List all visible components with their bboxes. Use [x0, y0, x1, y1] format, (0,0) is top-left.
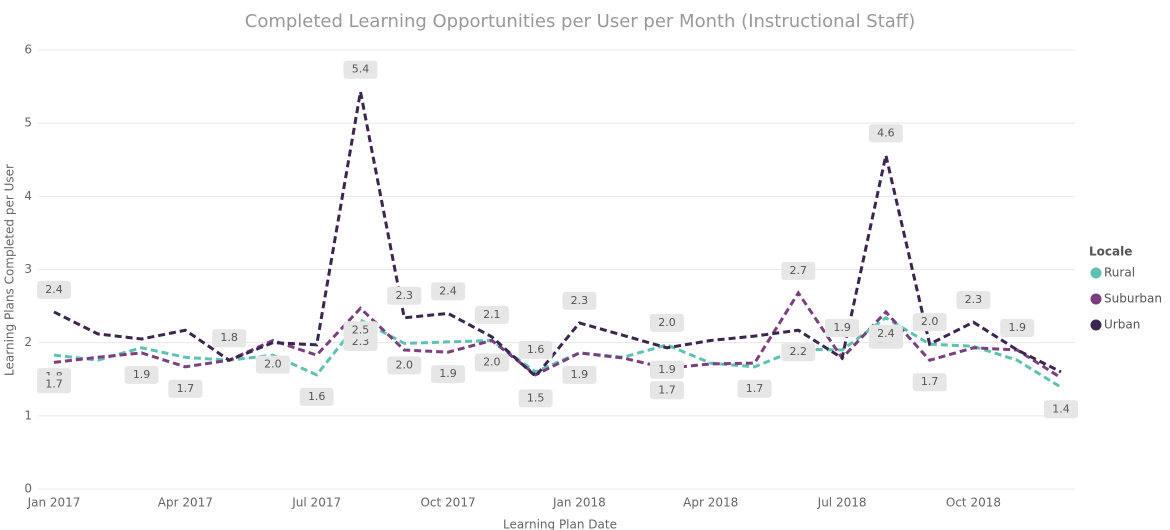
data-label: 1.7	[177, 382, 195, 395]
data-label: 4.6	[877, 126, 895, 139]
legend-label: Rural	[1104, 266, 1135, 280]
data-label: 1.9	[833, 321, 851, 334]
label-box	[868, 324, 903, 343]
data-label: 2.0	[921, 315, 939, 328]
label-box	[781, 343, 816, 362]
label-box	[474, 305, 509, 324]
y-tick-label: 3	[24, 262, 32, 276]
legend-marker	[1090, 319, 1102, 331]
data-label: 2.7	[790, 264, 808, 277]
y-tick-label: 1	[24, 408, 32, 422]
label-box	[124, 365, 159, 384]
label-box	[649, 381, 684, 400]
series-line	[53, 315, 1062, 389]
data-label: 1.6	[527, 343, 545, 356]
y-tick-label: 0	[24, 482, 32, 496]
y-axis-label: Learning Plans Completed per User	[3, 164, 17, 376]
label-box	[343, 321, 378, 340]
data-label: 1.7	[921, 375, 939, 388]
data-label: 1.9	[133, 368, 151, 381]
data-label: 2.5	[352, 323, 370, 336]
label-box	[299, 387, 334, 406]
label-box	[343, 60, 378, 79]
label-box	[1044, 400, 1078, 419]
data-label: 2.3	[396, 289, 414, 302]
data-label: 1.5	[527, 391, 545, 404]
data-label: 1.8	[220, 331, 238, 344]
x-tick-label: Apr 2018	[683, 496, 738, 510]
y-tick-label: 4	[24, 189, 32, 203]
data-label: 2.4	[45, 283, 63, 296]
data-label: 2.2	[790, 345, 808, 358]
data-label: 2.1	[483, 308, 501, 321]
y-tick-label: 2	[24, 335, 32, 349]
label-box	[737, 379, 772, 398]
label-box	[825, 318, 860, 337]
label-box	[255, 355, 290, 374]
label-box	[518, 340, 553, 359]
label-box	[37, 280, 71, 299]
label-box	[781, 261, 816, 280]
x-tick-label: Oct 2017	[420, 496, 475, 510]
data-label: 2.3	[571, 294, 589, 307]
label-box	[562, 291, 597, 310]
label-box	[649, 313, 684, 332]
label-box	[912, 373, 947, 392]
x-tick-label: Jul 2017	[291, 496, 341, 510]
label-box	[1000, 318, 1035, 337]
label-box	[956, 291, 991, 310]
data-label: 1.6	[308, 390, 326, 403]
legend-title: Locale	[1089, 245, 1132, 259]
series-line	[53, 91, 1062, 379]
label-box	[387, 356, 422, 375]
x-tick-label: Apr 2017	[158, 496, 213, 510]
label-box	[474, 353, 509, 372]
label-box	[868, 124, 903, 143]
data-label: 1.9	[1008, 321, 1026, 334]
legend-marker	[1090, 267, 1102, 279]
y-tick-label: 5	[24, 116, 32, 130]
label-box	[168, 379, 203, 398]
x-tick-label: Jan 2018	[552, 496, 606, 510]
chart-title: Completed Learning Opportunities per Use…	[245, 11, 915, 32]
label-box	[431, 365, 466, 384]
y-tick-label: 6	[24, 43, 32, 57]
data-label: 2.0	[396, 358, 414, 371]
data-label: 5.4	[352, 63, 370, 76]
label-box	[518, 389, 553, 408]
data-label: 2.0	[264, 358, 282, 371]
legend-marker	[1090, 293, 1102, 305]
data-label: 1.7	[746, 382, 764, 395]
legend-label: Urban	[1104, 318, 1140, 332]
label-box	[912, 313, 947, 332]
x-tick-label: Oct 2018	[946, 496, 1001, 510]
label-box	[212, 329, 247, 348]
label-box	[649, 360, 684, 379]
x-axis-label: Learning Plan Date	[503, 518, 617, 530]
x-tick-label: Jul 2018	[817, 496, 867, 510]
data-label: 2.0	[658, 316, 676, 329]
data-label: 2.3	[965, 293, 983, 306]
data-label: 1.7	[658, 383, 676, 396]
data-label: 1.7	[45, 377, 63, 390]
data-label: 1.4	[1052, 402, 1070, 415]
label-box	[387, 286, 422, 305]
label-box	[431, 282, 466, 301]
legend-label: Suburban	[1104, 292, 1162, 306]
label-box	[562, 365, 597, 384]
label-box	[37, 375, 71, 394]
x-tick-label: Jan 2017	[27, 496, 81, 510]
data-label: 1.9	[439, 367, 457, 380]
data-label: 2.4	[439, 284, 457, 297]
data-label: 1.9	[571, 368, 589, 381]
data-label: 1.9	[658, 363, 676, 376]
data-label: 2.0	[483, 355, 501, 368]
series-line	[53, 290, 1062, 380]
data-label: 2.4	[877, 327, 895, 340]
